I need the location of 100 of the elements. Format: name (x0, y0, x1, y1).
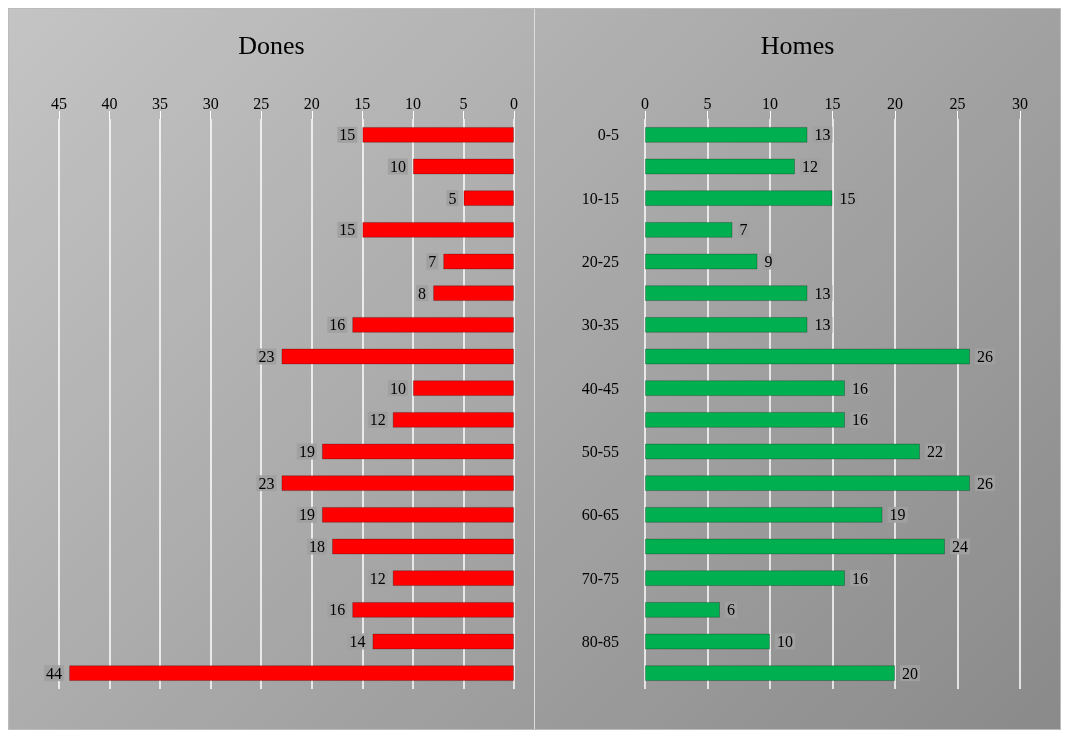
data-label: 23 (258, 474, 275, 492)
y-tick-label: 0-5 (597, 126, 619, 144)
data-label: 19 (889, 506, 906, 524)
x-tick-label: 45 (51, 94, 67, 112)
bar (433, 285, 514, 302)
data-label: 16 (329, 601, 346, 619)
data-label: 26 (977, 474, 993, 492)
bar (392, 570, 514, 587)
data-label: 16 (329, 316, 346, 334)
y-tick-label: 80-85 (581, 633, 619, 650)
data-label: 13 (814, 284, 831, 302)
data-label: 23 (258, 348, 275, 365)
x-tick-label: 30 (202, 94, 219, 112)
bar (645, 380, 845, 397)
bar (645, 443, 920, 460)
bar (362, 126, 514, 143)
data-label: 12 (369, 569, 386, 587)
x-tick-label: 5 (459, 94, 468, 112)
x-tick-label: 5 (703, 94, 712, 112)
x-tick-label: 10 (404, 94, 421, 112)
data-label: 16 (852, 411, 868, 429)
bar (645, 158, 795, 175)
data-label: 7 (428, 253, 437, 270)
bar (645, 126, 808, 143)
data-label: 10 (389, 379, 406, 397)
bar (645, 253, 758, 270)
y-tick-label: 40-45 (581, 379, 619, 397)
bar (281, 348, 514, 365)
data-label: 15 (339, 221, 356, 239)
y-tick-label: 50-55 (581, 443, 619, 460)
data-label: 24 (952, 538, 968, 555)
data-label: 13 (814, 126, 831, 144)
data-label: 13 (814, 316, 831, 334)
bar (645, 475, 970, 492)
bar (645, 221, 733, 238)
x-tick-label: 10 (762, 94, 778, 112)
data-label: 20 (902, 664, 918, 682)
y-tick-label: 70-75 (581, 569, 619, 587)
data-label: 22 (927, 443, 943, 460)
x-tick-label: 25 (253, 94, 270, 112)
y-tick-label: 60-65 (581, 506, 619, 524)
y-tick-label: 30-35 (581, 316, 619, 334)
data-label: 16 (852, 569, 868, 587)
chart-title: Dones (238, 30, 305, 60)
bar (412, 158, 514, 175)
bar (332, 538, 514, 555)
data-label: 10 (389, 158, 406, 175)
data-label: 12 (369, 411, 386, 429)
bar (645, 601, 720, 618)
x-tick-label: 30 (1012, 94, 1028, 112)
data-label: 7 (739, 221, 748, 239)
bar (645, 506, 883, 523)
x-tick-label: 35 (152, 94, 169, 112)
bar (645, 665, 895, 682)
data-label: 16 (852, 379, 868, 397)
bar (321, 506, 514, 523)
data-label: 19 (298, 443, 315, 460)
bar (362, 221, 514, 238)
x-tick-label: 0 (510, 94, 518, 112)
bar (281, 475, 514, 492)
bar (463, 190, 514, 207)
x-tick-label: 20 (887, 94, 903, 112)
data-label: 8 (418, 284, 427, 302)
x-tick-label: 25 (949, 94, 966, 112)
data-label: 44 (46, 664, 63, 682)
bar (69, 665, 514, 682)
bar (645, 285, 808, 302)
bar (645, 633, 770, 650)
bar (321, 443, 514, 460)
bar (645, 316, 808, 333)
data-label: 26 (977, 348, 993, 365)
bar (352, 601, 514, 618)
data-label: 14 (349, 633, 366, 650)
data-label: 10 (777, 633, 793, 650)
bar (645, 190, 833, 207)
bar (352, 316, 514, 333)
bar (443, 253, 514, 270)
chart-title: Homes (760, 30, 835, 60)
bar (645, 348, 970, 365)
bar (372, 633, 514, 650)
data-label: 15 (339, 126, 356, 144)
y-tick-label: 20-25 (581, 253, 619, 270)
bar (645, 411, 845, 428)
data-label: 6 (727, 601, 735, 619)
data-label: 5 (448, 189, 457, 207)
bar (645, 538, 945, 555)
x-tick-label: 15 (824, 94, 841, 112)
data-label: 19 (298, 506, 315, 524)
x-tick-label: 20 (303, 94, 320, 112)
data-label: 12 (802, 158, 818, 175)
data-label: 15 (839, 189, 856, 207)
bar (392, 411, 514, 428)
bar (645, 570, 845, 587)
bar (412, 380, 514, 397)
data-label: 18 (309, 538, 325, 555)
x-tick-label: 0 (641, 94, 649, 112)
x-tick-label: 40 (101, 94, 118, 112)
x-tick-label: 15 (354, 94, 371, 112)
y-tick-label: 10-15 (581, 189, 619, 207)
data-label: 9 (764, 253, 773, 270)
